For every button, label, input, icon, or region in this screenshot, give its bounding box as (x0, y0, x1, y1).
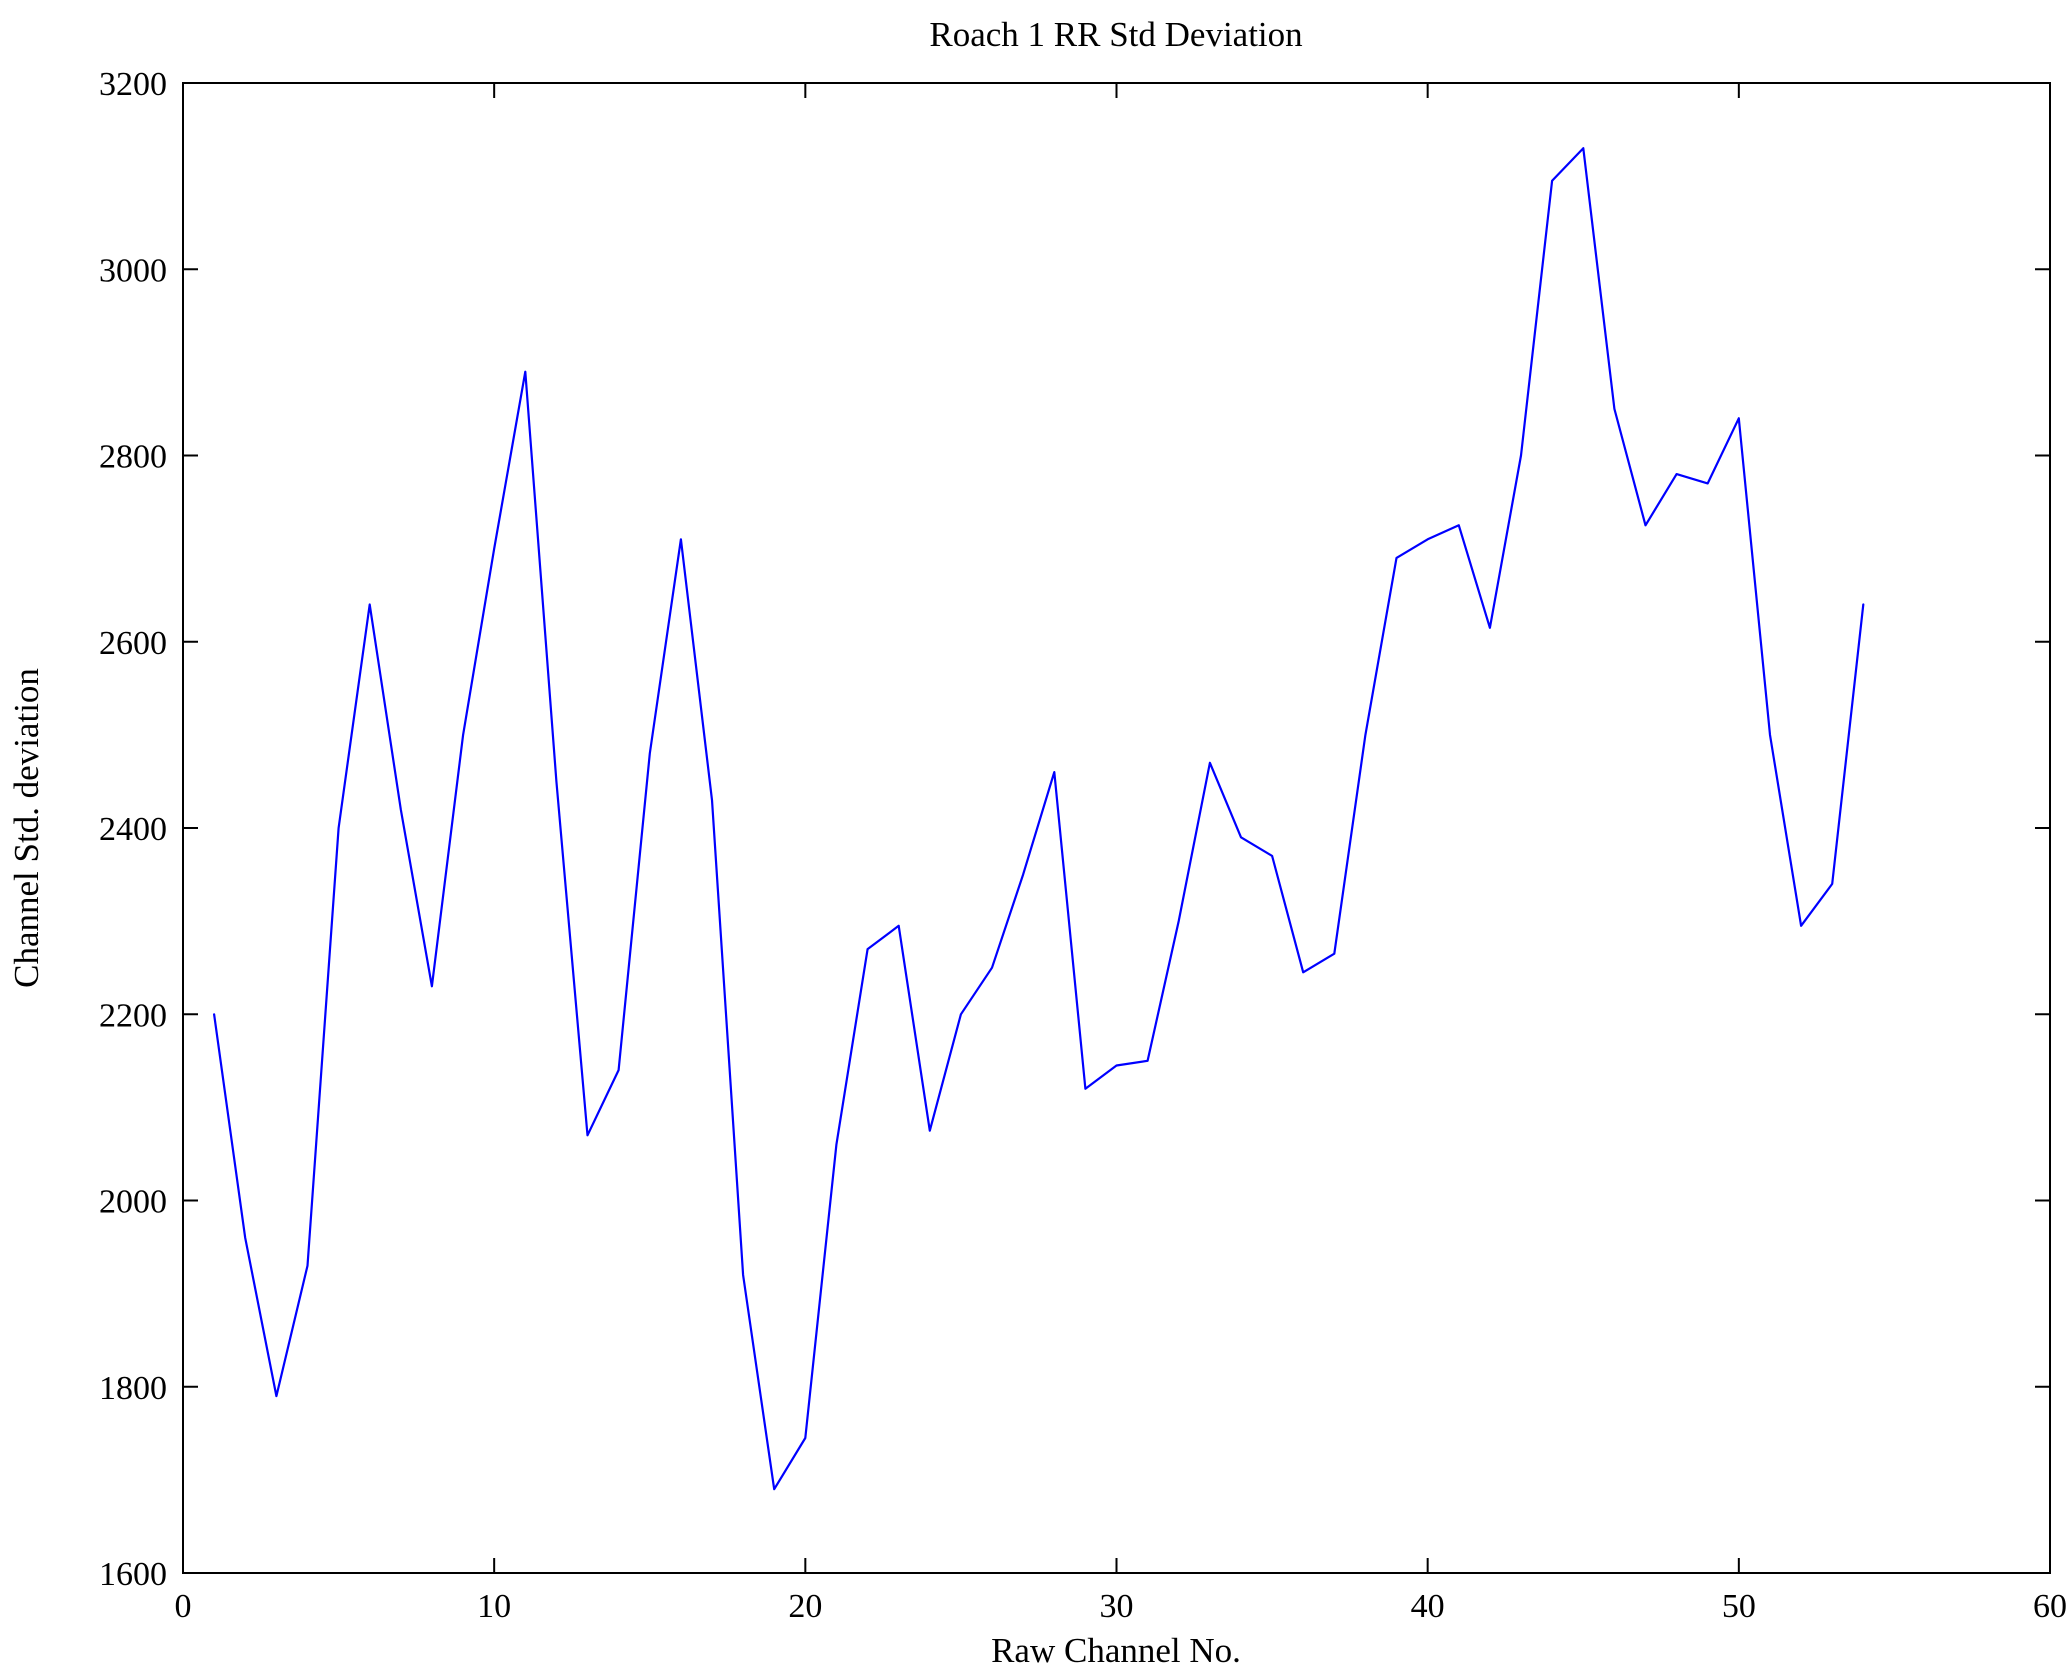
tick-label: 3200 (99, 66, 167, 103)
tick-label: 1800 (99, 1370, 167, 1407)
tick-label: 30 (1100, 1588, 1134, 1625)
x-tick-labels: 0 10 20 30 40 50 60 (175, 1588, 2067, 1625)
tick-label: 50 (1722, 1588, 1756, 1625)
y-tick-labels: 1600 1800 2000 2200 2400 2600 2800 3000 3200 (99, 66, 167, 1593)
tick-label: 1600 (99, 1556, 167, 1593)
tick-label: 2000 (99, 1184, 167, 1221)
tick-label: 0 (175, 1588, 192, 1625)
tick-label: 2400 (99, 811, 167, 848)
tick-marks (182, 82, 2051, 1574)
tick-label: 2800 (99, 439, 167, 476)
plot-box (182, 82, 2051, 1574)
tick-label: 3000 (99, 252, 167, 289)
chart-title: Roach 1 RR Std Deviation (929, 15, 1302, 54)
tick-label: 20 (788, 1588, 822, 1625)
tick-label: 40 (1411, 1588, 1445, 1625)
data-line (213, 147, 1865, 1491)
tick-label: 10 (477, 1588, 511, 1625)
tick-label: 2600 (99, 625, 167, 662)
x-axis-label: Raw Channel No. (991, 1631, 1241, 1670)
tick-label: 60 (2033, 1588, 2067, 1625)
y-axis-label: Channel Std. deviation (7, 668, 46, 988)
tick-label: 2200 (99, 997, 167, 1034)
